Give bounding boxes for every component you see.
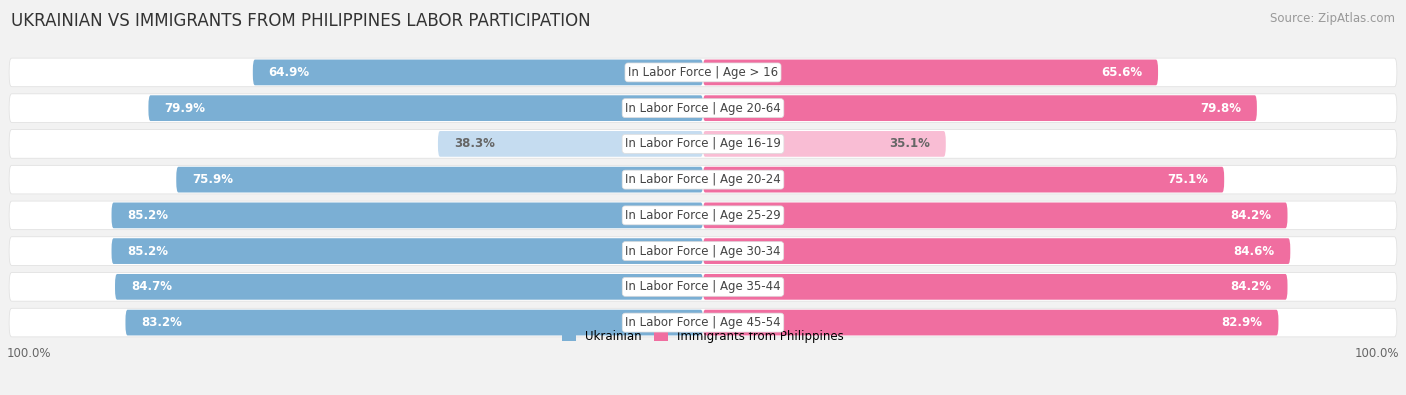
Text: 84.2%: 84.2% <box>1230 209 1271 222</box>
FancyBboxPatch shape <box>8 130 1398 158</box>
FancyBboxPatch shape <box>111 238 703 264</box>
Text: 100.0%: 100.0% <box>7 347 52 360</box>
FancyBboxPatch shape <box>8 130 1398 158</box>
Text: In Labor Force | Age 45-54: In Labor Force | Age 45-54 <box>626 316 780 329</box>
Text: 85.2%: 85.2% <box>128 245 169 258</box>
FancyBboxPatch shape <box>8 201 1398 229</box>
Text: In Labor Force | Age 20-64: In Labor Force | Age 20-64 <box>626 102 780 115</box>
Text: 79.8%: 79.8% <box>1199 102 1241 115</box>
FancyBboxPatch shape <box>703 131 946 157</box>
Text: 84.7%: 84.7% <box>131 280 172 293</box>
Text: 65.6%: 65.6% <box>1101 66 1142 79</box>
FancyBboxPatch shape <box>176 167 703 192</box>
FancyBboxPatch shape <box>703 167 1225 192</box>
FancyBboxPatch shape <box>703 238 1291 264</box>
Text: 84.6%: 84.6% <box>1233 245 1274 258</box>
FancyBboxPatch shape <box>8 166 1398 194</box>
Text: 35.1%: 35.1% <box>889 137 929 150</box>
Legend: Ukrainian, Immigrants from Philippines: Ukrainian, Immigrants from Philippines <box>557 325 849 348</box>
Text: 79.9%: 79.9% <box>165 102 205 115</box>
Text: 84.2%: 84.2% <box>1230 280 1271 293</box>
FancyBboxPatch shape <box>115 274 703 300</box>
Text: In Labor Force | Age 20-24: In Labor Force | Age 20-24 <box>626 173 780 186</box>
FancyBboxPatch shape <box>703 310 1278 335</box>
Text: In Labor Force | Age 16-19: In Labor Force | Age 16-19 <box>626 137 780 150</box>
FancyBboxPatch shape <box>703 274 1288 300</box>
FancyBboxPatch shape <box>253 60 703 85</box>
FancyBboxPatch shape <box>111 203 703 228</box>
FancyBboxPatch shape <box>8 166 1398 194</box>
Text: 75.9%: 75.9% <box>193 173 233 186</box>
FancyBboxPatch shape <box>703 95 1257 121</box>
Text: 75.1%: 75.1% <box>1167 173 1208 186</box>
Text: 38.3%: 38.3% <box>454 137 495 150</box>
FancyBboxPatch shape <box>8 94 1398 122</box>
Text: 100.0%: 100.0% <box>1354 347 1399 360</box>
FancyBboxPatch shape <box>703 203 1288 228</box>
Text: In Labor Force | Age 25-29: In Labor Force | Age 25-29 <box>626 209 780 222</box>
FancyBboxPatch shape <box>8 58 1398 87</box>
FancyBboxPatch shape <box>149 95 703 121</box>
Text: 64.9%: 64.9% <box>269 66 309 79</box>
FancyBboxPatch shape <box>8 237 1398 265</box>
Text: Source: ZipAtlas.com: Source: ZipAtlas.com <box>1270 12 1395 25</box>
Text: 83.2%: 83.2% <box>142 316 183 329</box>
FancyBboxPatch shape <box>125 310 703 335</box>
FancyBboxPatch shape <box>8 273 1398 301</box>
Text: 82.9%: 82.9% <box>1222 316 1263 329</box>
FancyBboxPatch shape <box>8 273 1398 301</box>
Text: In Labor Force | Age 35-44: In Labor Force | Age 35-44 <box>626 280 780 293</box>
Text: In Labor Force | Age 30-34: In Labor Force | Age 30-34 <box>626 245 780 258</box>
FancyBboxPatch shape <box>8 308 1398 337</box>
FancyBboxPatch shape <box>8 201 1398 229</box>
FancyBboxPatch shape <box>8 308 1398 337</box>
Text: UKRAINIAN VS IMMIGRANTS FROM PHILIPPINES LABOR PARTICIPATION: UKRAINIAN VS IMMIGRANTS FROM PHILIPPINES… <box>11 12 591 30</box>
Text: 85.2%: 85.2% <box>128 209 169 222</box>
FancyBboxPatch shape <box>703 60 1159 85</box>
FancyBboxPatch shape <box>8 237 1398 265</box>
Text: In Labor Force | Age > 16: In Labor Force | Age > 16 <box>628 66 778 79</box>
FancyBboxPatch shape <box>437 131 703 157</box>
FancyBboxPatch shape <box>8 94 1398 122</box>
FancyBboxPatch shape <box>8 58 1398 87</box>
